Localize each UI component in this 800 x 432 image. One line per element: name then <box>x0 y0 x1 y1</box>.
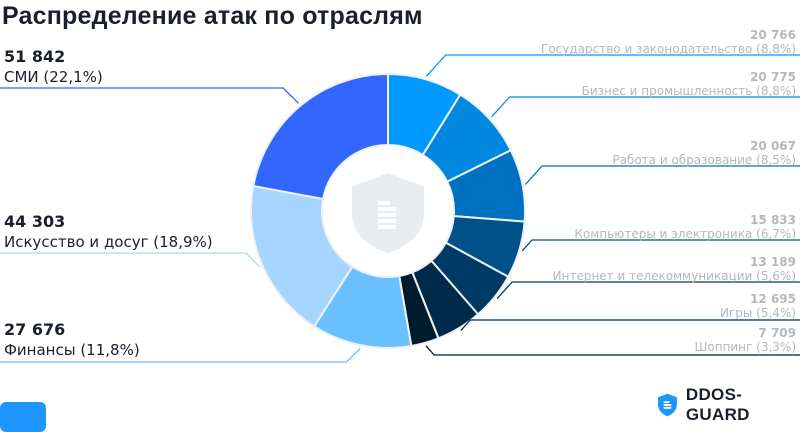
label-text: Шоппинг (3,3%) <box>694 340 796 354</box>
leader-line <box>0 347 361 363</box>
label-internet: 13 189 Интернет и телекоммуникации (5,6%) <box>553 255 796 283</box>
donut-slice <box>252 72 389 201</box>
label-value: 27 676 <box>4 320 66 339</box>
leader-line <box>491 96 800 118</box>
label-text: Компьютеры и электроника (6,7%) <box>574 227 796 241</box>
label-work-education: 20 067 Работа и образование (8,5%) <box>612 139 796 167</box>
label-shopping: 7 709 Шоппинг (3,3%) <box>695 326 796 354</box>
label-value: 20 067 <box>750 139 796 153</box>
building-icon-bar <box>378 219 396 223</box>
label-value: 44 303 <box>4 212 66 231</box>
label-value: 13 189 <box>750 255 796 269</box>
label-government: 20 766 Государство и законодательство (8,… <box>541 28 796 56</box>
brand-logo: DDOS-GUARD <box>657 385 800 425</box>
label-text: СМИ (22,1%) <box>4 68 103 86</box>
building-icon-bar <box>378 201 390 205</box>
leader-line <box>460 319 800 331</box>
label-value: 12 695 <box>750 292 796 306</box>
label-value: 20 766 <box>750 28 796 42</box>
label-media: 51 842 СМИ (22,1%) <box>4 47 103 87</box>
donut-slice <box>250 184 354 328</box>
label-business: 20 775 Бизнес и промышленность (8,8%) <box>582 70 796 98</box>
label-text: Интернет и телекоммуникации (5,6%) <box>552 269 796 283</box>
label-text: Государство и законодательство (8,8%) <box>541 42 796 56</box>
building-icon-bar <box>378 213 396 217</box>
label-computers: 15 833 Компьютеры и электроника (6,7%) <box>574 213 796 241</box>
label-games: 12 695 Игры (5,4%) <box>720 292 796 320</box>
leader-line <box>496 281 800 300</box>
label-art-leisure: 44 303 Искусство и досуг (18,9%) <box>4 212 213 252</box>
leader-line <box>0 87 299 104</box>
label-value: 15 833 <box>750 213 796 227</box>
building-icon-bar <box>378 207 396 211</box>
label-text: Игры (5,4%) <box>719 306 796 320</box>
corner-accent <box>0 402 46 432</box>
label-text: Бизнес и промышленность (8,8%) <box>581 84 796 98</box>
label-text: Финансы (11,8%) <box>4 341 140 359</box>
donut-chart <box>0 54 800 363</box>
leader-line <box>425 345 800 356</box>
building-icon-bar <box>378 225 396 229</box>
label-value: 7 709 <box>758 326 796 340</box>
chart-title: Распределение атак по отраслям <box>2 2 423 30</box>
leader-line <box>425 54 800 77</box>
leader-line <box>0 252 260 268</box>
brand-name: DDOS-GUARD <box>685 385 750 424</box>
label-text: Работа и образование (8,5%) <box>612 153 796 167</box>
label-text: Искусство и досуг (18,9%) <box>4 233 213 251</box>
leader-line <box>524 165 800 185</box>
label-value: 20 775 <box>750 70 796 84</box>
label-value: 51 842 <box>4 47 66 66</box>
shield-logo-icon <box>657 393 677 417</box>
leader-line <box>521 239 800 252</box>
label-finance: 27 676 Финансы (11,8%) <box>4 320 140 360</box>
